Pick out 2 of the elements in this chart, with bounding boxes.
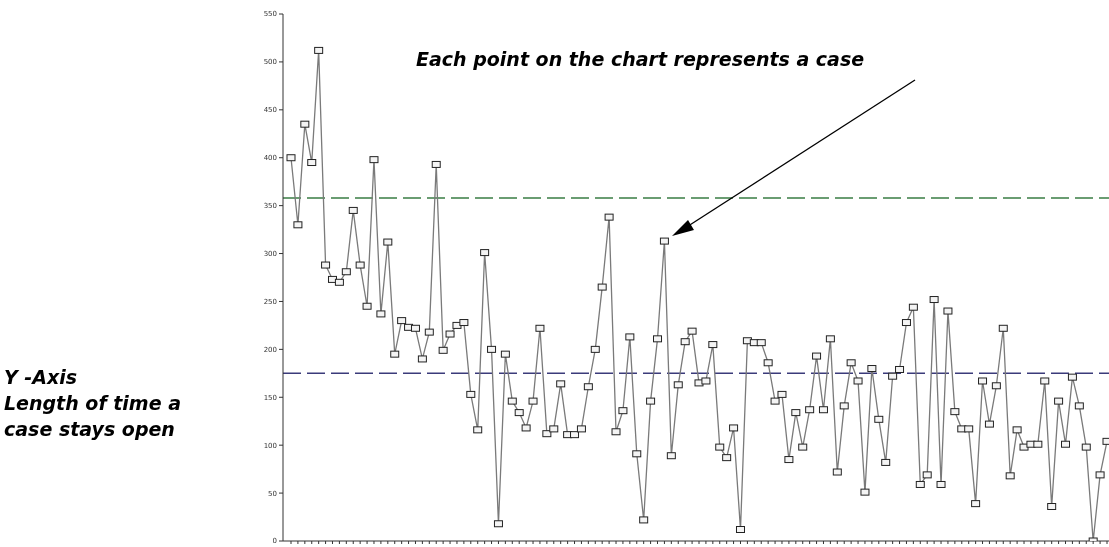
annotation: Each point on the chart represents a case [416, 48, 865, 70]
y-axis-title: Y -Axis Length of time a case stays open [4, 365, 181, 442]
